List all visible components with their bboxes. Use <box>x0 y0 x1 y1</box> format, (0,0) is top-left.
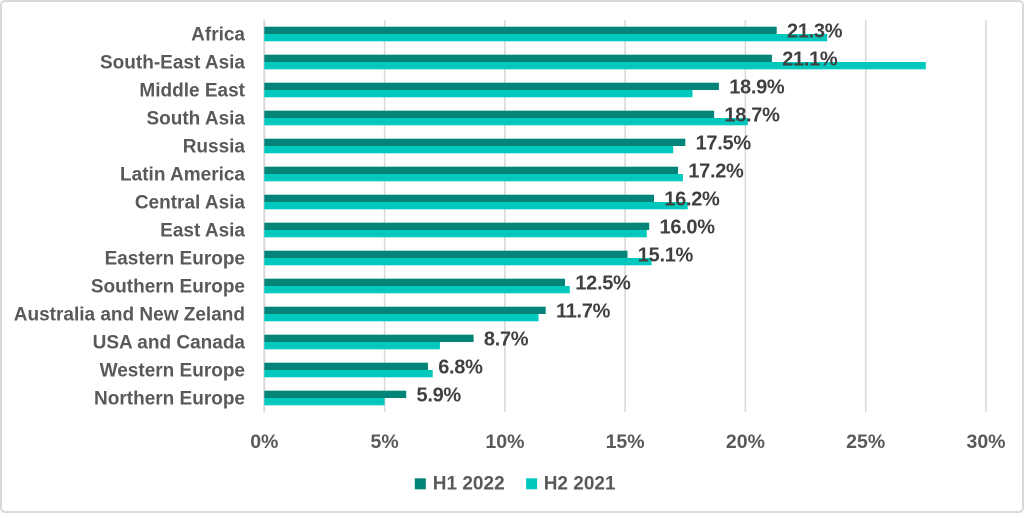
svg-text:Western Europe: Western Europe <box>100 361 245 382</box>
svg-text:10%: 10% <box>485 431 524 453</box>
svg-text:25%: 25% <box>846 431 885 453</box>
svg-text:USA and Canada: USA and Canada <box>93 333 246 354</box>
svg-text:11.7%: 11.7% <box>556 301 611 323</box>
svg-text:18.9%: 18.9% <box>729 77 785 99</box>
svg-text:17.5%: 17.5% <box>696 133 752 155</box>
svg-text:Southern Europe: Southern Europe <box>91 277 245 298</box>
svg-text:Australia and New Zeland: Australia and New Zeland <box>14 305 245 326</box>
svg-text:South-East Asia: South-East Asia <box>100 53 245 74</box>
svg-text:18.7%: 18.7% <box>724 105 780 127</box>
svg-text:21.3%: 21.3% <box>787 21 843 43</box>
svg-text:20%: 20% <box>726 431 765 453</box>
svg-text:15%: 15% <box>606 431 645 453</box>
svg-text:6.8%: 6.8% <box>438 357 483 379</box>
svg-text:0%: 0% <box>250 431 278 453</box>
svg-text:5.9%: 5.9% <box>417 385 462 407</box>
svg-text:12.5%: 12.5% <box>575 273 631 295</box>
svg-text:Middle East: Middle East <box>139 81 245 102</box>
svg-text:H2 2021: H2 2021 <box>544 473 616 494</box>
svg-text:30%: 30% <box>966 431 1005 453</box>
svg-text:Africa: Africa <box>191 25 245 46</box>
svg-text:16.0%: 16.0% <box>660 217 716 239</box>
svg-text:16.2%: 16.2% <box>664 189 720 211</box>
svg-text:5%: 5% <box>371 431 399 453</box>
svg-text:15.1%: 15.1% <box>638 245 694 267</box>
svg-text:South Asia: South Asia <box>146 109 245 130</box>
svg-text:East Asia: East Asia <box>160 221 245 242</box>
svg-text:8.7%: 8.7% <box>484 329 529 351</box>
svg-text:Russia: Russia <box>183 137 246 158</box>
svg-text:Central Asia: Central Asia <box>135 193 246 214</box>
svg-text:Northern Europe: Northern Europe <box>94 389 245 410</box>
svg-text:H1 2022: H1 2022 <box>433 473 505 494</box>
svg-text:21.1%: 21.1% <box>782 49 838 71</box>
svg-text:Latin America: Latin America <box>120 165 245 186</box>
svg-text:17.2%: 17.2% <box>688 161 744 183</box>
svg-text:Eastern Europe: Eastern Europe <box>105 249 245 270</box>
